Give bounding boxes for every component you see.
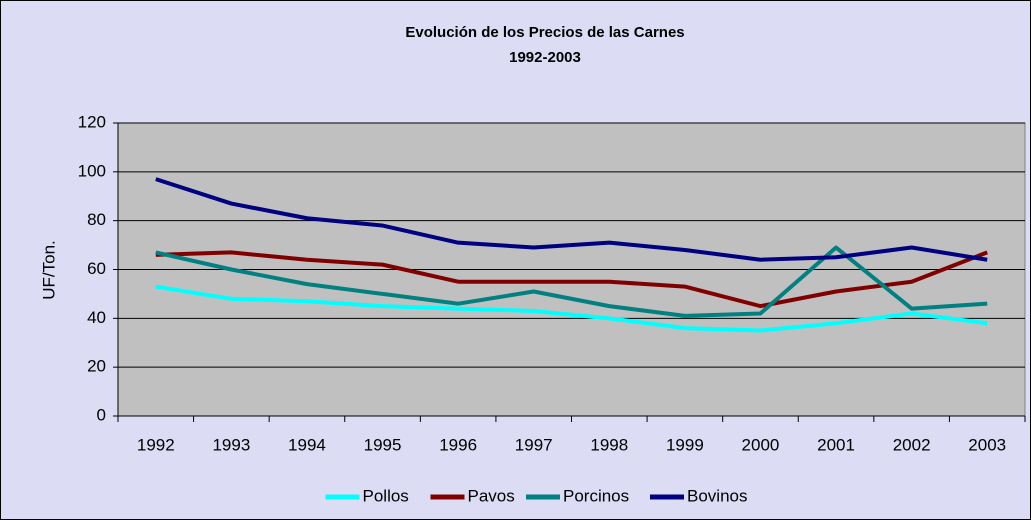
chart-title: Evolución de los Precios de las Carnes (405, 24, 684, 41)
y-tick-label: 60 (87, 259, 106, 278)
y-tick-label: 0 (97, 405, 106, 424)
legend-label: Bovinos (687, 486, 747, 505)
line-series (155, 177, 988, 262)
x-tick-label: 1995 (364, 435, 402, 454)
y-tick-label: 80 (87, 210, 106, 229)
x-tick-label: 1996 (439, 435, 477, 454)
x-tick-label: 2002 (893, 435, 931, 454)
x-tick-label: 1993 (212, 435, 250, 454)
x-tick-label: 1997 (515, 435, 553, 454)
legend-label: Porcinos (563, 486, 629, 505)
line-series (155, 284, 988, 333)
x-tick-label: 1994 (288, 435, 326, 454)
x-tick-label: 1999 (666, 435, 704, 454)
x-tick-label: 2003 (968, 435, 1006, 454)
y-tick-label: 120 (78, 112, 106, 131)
line-series (155, 250, 988, 309)
x-tick-label: 1992 (137, 435, 175, 454)
x-tick-label: 2000 (742, 435, 780, 454)
y-tick-label: 100 (78, 161, 106, 180)
legend-label: Pavos (468, 486, 515, 505)
line-series (155, 245, 988, 318)
x-tick-label: 2001 (817, 435, 855, 454)
x-tick-label: 1998 (590, 435, 628, 454)
chart-subtitle: 1992-2003 (509, 49, 581, 66)
legend-label: Pollos (363, 486, 409, 505)
y-tick-label: 40 (87, 308, 106, 327)
y-tick-label: 20 (87, 357, 106, 376)
y-axis-label: UF/Ton. (39, 240, 58, 300)
